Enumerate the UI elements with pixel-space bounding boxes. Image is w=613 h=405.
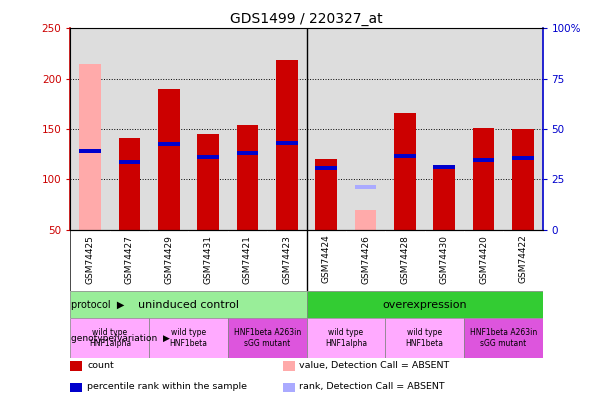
Text: GSM74422: GSM74422	[519, 234, 527, 284]
Text: wild type
HNF1alpha: wild type HNF1alpha	[325, 328, 367, 348]
Text: value, Detection Call = ABSENT: value, Detection Call = ABSENT	[299, 360, 450, 370]
Bar	[79, 149, 101, 153]
Bar	[433, 167, 455, 230]
Text: uninduced control: uninduced control	[138, 300, 239, 309]
Text: protocol  ▶: protocol ▶	[71, 300, 124, 309]
Bar	[306, 291, 543, 318]
Text: GSM74428: GSM74428	[400, 234, 409, 284]
Bar	[70, 291, 306, 318]
Bar	[119, 160, 140, 164]
Bar	[355, 210, 376, 230]
Bar	[473, 128, 494, 230]
Text: GSM74429: GSM74429	[164, 234, 173, 284]
Text: GSM74423: GSM74423	[283, 234, 291, 284]
Bar	[70, 318, 149, 358]
Bar	[197, 155, 219, 159]
Text: HNF1beta A263in
sGG mutant: HNF1beta A263in sGG mutant	[470, 328, 537, 348]
Text: overexpression: overexpression	[382, 300, 467, 309]
Text: GSM74424: GSM74424	[322, 234, 330, 284]
Bar	[119, 138, 140, 230]
Text: GSM74430: GSM74430	[440, 234, 449, 284]
Text: wild type
HNF1beta: wild type HNF1beta	[406, 328, 443, 348]
Bar	[394, 113, 416, 230]
Bar	[283, 361, 295, 371]
Text: count: count	[87, 360, 114, 370]
Bar	[237, 125, 258, 230]
Bar	[237, 151, 258, 155]
Bar	[512, 129, 534, 230]
Text: wild type
HNF1beta: wild type HNF1beta	[170, 328, 207, 348]
Bar	[228, 318, 306, 358]
Bar	[315, 159, 337, 230]
Text: GSM74420: GSM74420	[479, 234, 488, 284]
Bar	[79, 64, 101, 230]
Bar	[433, 165, 455, 169]
Bar	[473, 158, 494, 162]
Text: rank, Detection Call = ABSENT: rank, Detection Call = ABSENT	[299, 382, 445, 391]
Text: GSM74426: GSM74426	[361, 234, 370, 284]
Text: HNF1beta A263in
sGG mutant: HNF1beta A263in sGG mutant	[234, 328, 301, 348]
Bar	[315, 166, 337, 171]
Bar	[197, 134, 219, 230]
Bar	[512, 156, 534, 160]
Bar	[306, 318, 385, 358]
Bar	[355, 185, 376, 190]
Bar	[276, 141, 298, 145]
Bar	[464, 318, 543, 358]
Text: GSM74427: GSM74427	[125, 234, 134, 284]
Bar	[276, 60, 298, 230]
Text: GSM74431: GSM74431	[204, 234, 213, 284]
Title: GDS1499 / 220327_at: GDS1499 / 220327_at	[230, 12, 383, 26]
Bar	[149, 318, 228, 358]
Bar	[158, 89, 180, 230]
Bar	[385, 318, 464, 358]
Bar	[70, 383, 82, 392]
Bar	[394, 154, 416, 158]
Text: GSM74421: GSM74421	[243, 234, 252, 284]
Bar	[158, 142, 180, 146]
Text: genotype/variation  ▶: genotype/variation ▶	[71, 333, 170, 343]
Text: GSM74425: GSM74425	[86, 234, 94, 284]
Text: wild type
HNF1alpha: wild type HNF1alpha	[89, 328, 131, 348]
Text: percentile rank within the sample: percentile rank within the sample	[87, 382, 247, 391]
Bar	[283, 383, 295, 392]
Bar	[70, 361, 82, 371]
